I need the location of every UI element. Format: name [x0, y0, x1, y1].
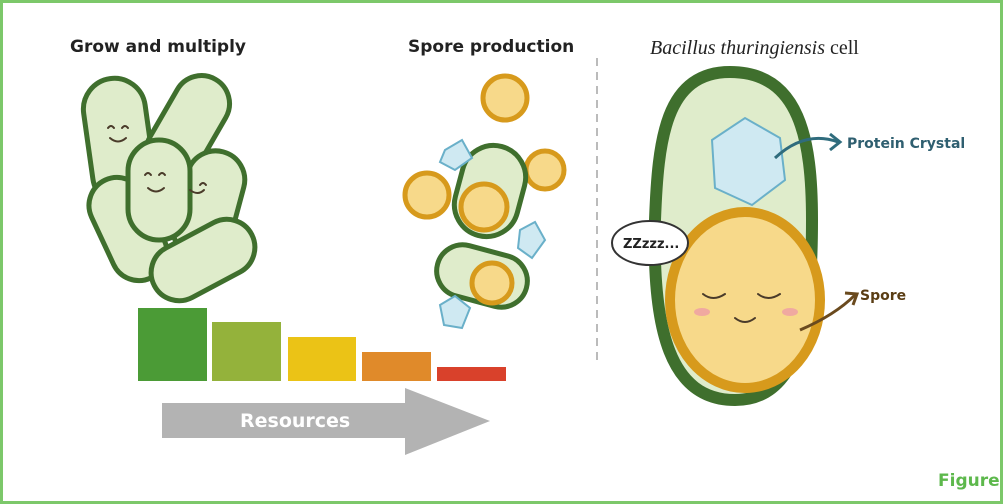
figure: Grow and multiply Spore production Bacil…	[0, 0, 1003, 504]
title-italic: Bacillus thuringiensis	[650, 37, 825, 59]
speech-text: ZZzzz...	[623, 237, 679, 252]
caption: Figure 1	[938, 471, 1003, 491]
left-title: Grow and multiply	[70, 37, 246, 57]
arrow-label: Resources	[240, 410, 350, 432]
middle-title: Spore production	[408, 37, 574, 57]
right-title: Bacillus thuringiensis cell	[650, 37, 859, 59]
title-rest: cell	[830, 37, 859, 59]
spore-label: Spore	[860, 288, 906, 304]
crystal-label: Protein Crystal	[847, 136, 965, 152]
